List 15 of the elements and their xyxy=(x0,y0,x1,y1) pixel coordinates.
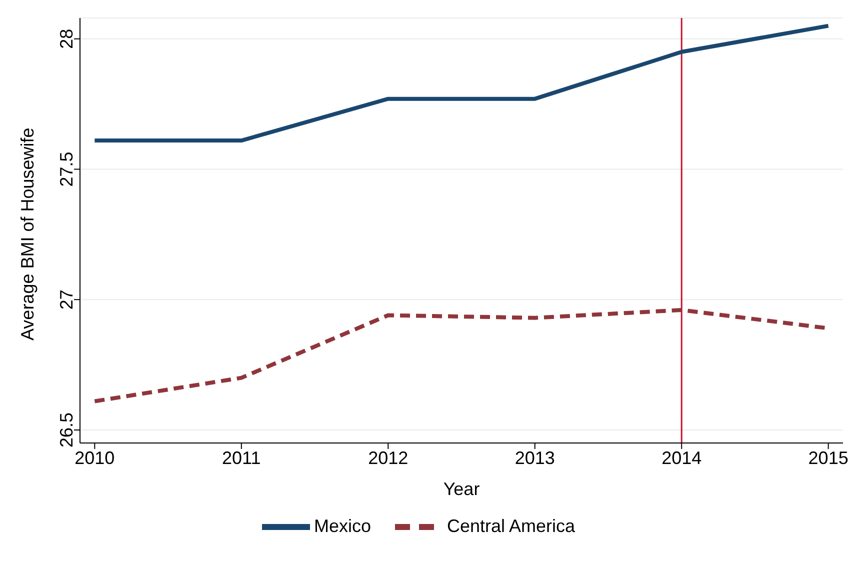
x-tick-label: 2013 xyxy=(514,448,555,468)
x-tick-label: 2011 xyxy=(222,448,261,468)
legend-label: Central America xyxy=(446,516,576,536)
y-tick-label: 27.5 xyxy=(56,152,76,187)
x-tick-label: 2010 xyxy=(74,448,115,468)
line-series xyxy=(92,24,830,143)
y-tick-label: 27 xyxy=(56,290,76,310)
legend-label: Mexico xyxy=(314,516,371,536)
y-tick-label: 26.5 xyxy=(56,412,76,448)
x-tick-label: 2012 xyxy=(368,448,408,468)
x-tick-label: 2014 xyxy=(662,448,702,468)
y-tick-label: 28 xyxy=(56,28,76,49)
y-axis-title: Average BMI of Housewife xyxy=(17,128,38,340)
x-axis-title: Year xyxy=(443,479,480,499)
x-tick-label: 2015 xyxy=(808,448,848,468)
